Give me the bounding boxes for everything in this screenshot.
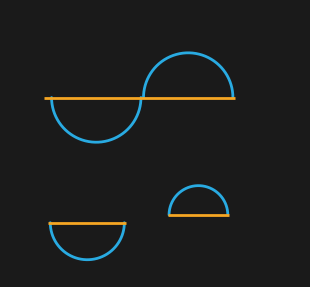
Text: (A): (A)	[38, 24, 63, 38]
Text: (B): (B)	[38, 149, 63, 164]
